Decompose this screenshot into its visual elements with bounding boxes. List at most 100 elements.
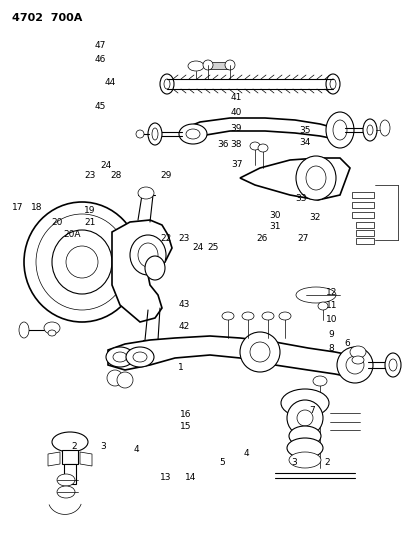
Text: 2: 2 [323, 458, 329, 467]
Text: 43: 43 [178, 301, 189, 309]
Polygon shape [108, 336, 364, 378]
Text: 32: 32 [309, 213, 320, 222]
Text: 2: 2 [72, 442, 77, 451]
Ellipse shape [249, 142, 259, 150]
Ellipse shape [241, 312, 254, 320]
Ellipse shape [280, 389, 328, 417]
Ellipse shape [295, 156, 335, 200]
Ellipse shape [44, 322, 60, 334]
Ellipse shape [384, 353, 400, 377]
Text: 3: 3 [100, 442, 106, 451]
Ellipse shape [113, 352, 127, 362]
Polygon shape [48, 452, 60, 466]
Text: 20: 20 [51, 219, 63, 227]
Bar [355, 238, 373, 244]
Ellipse shape [145, 256, 164, 280]
Text: 7: 7 [309, 406, 315, 415]
Text: 18: 18 [31, 204, 42, 212]
Text: 44: 44 [104, 78, 115, 87]
Ellipse shape [288, 452, 320, 468]
Ellipse shape [57, 486, 75, 498]
Ellipse shape [388, 359, 396, 371]
Text: 37: 37 [231, 160, 243, 168]
Ellipse shape [138, 187, 154, 199]
Bar [62, 450, 78, 464]
Ellipse shape [225, 60, 234, 70]
Ellipse shape [117, 372, 133, 388]
Ellipse shape [305, 166, 325, 190]
Text: 13: 13 [160, 473, 171, 481]
Ellipse shape [148, 123, 162, 145]
Ellipse shape [257, 144, 267, 152]
Ellipse shape [362, 119, 376, 141]
Ellipse shape [221, 312, 234, 320]
Ellipse shape [36, 214, 128, 310]
Ellipse shape [349, 346, 365, 358]
Text: 16: 16 [180, 410, 191, 419]
Ellipse shape [106, 347, 134, 367]
Ellipse shape [57, 474, 75, 486]
Ellipse shape [24, 202, 139, 322]
Text: 21: 21 [84, 219, 95, 227]
Text: 15: 15 [180, 422, 191, 431]
Text: 3: 3 [290, 458, 296, 467]
Text: 4: 4 [243, 449, 249, 457]
Text: 38: 38 [230, 141, 241, 149]
Polygon shape [80, 452, 92, 466]
Text: 39: 39 [230, 125, 241, 133]
Text: 35: 35 [299, 126, 310, 135]
Text: 23: 23 [178, 235, 189, 243]
Ellipse shape [188, 61, 204, 71]
Text: 29: 29 [160, 172, 171, 180]
Text: 46: 46 [94, 55, 106, 64]
Ellipse shape [202, 60, 213, 70]
Ellipse shape [249, 342, 270, 362]
Text: 34: 34 [299, 139, 310, 147]
Bar [355, 230, 373, 236]
Text: 4: 4 [133, 445, 139, 454]
Ellipse shape [332, 120, 346, 140]
Ellipse shape [164, 79, 170, 89]
Ellipse shape [366, 125, 372, 135]
Text: 31: 31 [269, 222, 281, 231]
Ellipse shape [52, 432, 88, 452]
Ellipse shape [48, 330, 56, 336]
Ellipse shape [133, 352, 147, 362]
Ellipse shape [379, 120, 389, 136]
Text: 12: 12 [325, 288, 337, 296]
Ellipse shape [345, 356, 363, 374]
Text: 47: 47 [94, 41, 106, 50]
Bar [355, 222, 373, 228]
Ellipse shape [186, 129, 200, 139]
Text: 1: 1 [178, 364, 184, 372]
Ellipse shape [160, 74, 173, 94]
Ellipse shape [288, 426, 320, 446]
Text: 9: 9 [327, 330, 333, 338]
Ellipse shape [136, 130, 144, 138]
Text: 8: 8 [327, 344, 333, 352]
Text: 41: 41 [230, 93, 241, 102]
Text: 20A: 20A [63, 230, 81, 239]
Polygon shape [112, 220, 172, 322]
Text: 40: 40 [230, 109, 241, 117]
Ellipse shape [66, 246, 98, 278]
Ellipse shape [138, 243, 157, 267]
Polygon shape [239, 158, 349, 200]
Bar [351, 202, 373, 208]
Ellipse shape [312, 376, 326, 386]
Ellipse shape [286, 400, 322, 436]
Ellipse shape [152, 128, 157, 140]
Text: 23: 23 [84, 172, 95, 180]
Text: 27: 27 [297, 235, 308, 243]
Ellipse shape [317, 302, 327, 310]
Text: 24: 24 [100, 161, 111, 169]
Ellipse shape [19, 322, 29, 338]
Ellipse shape [52, 230, 112, 294]
Text: 19: 19 [84, 206, 95, 215]
Ellipse shape [286, 438, 322, 458]
Text: 45: 45 [94, 102, 106, 111]
Text: 10: 10 [325, 316, 337, 324]
Text: 28: 28 [110, 172, 122, 180]
Ellipse shape [295, 287, 335, 303]
Text: 24: 24 [191, 244, 202, 252]
